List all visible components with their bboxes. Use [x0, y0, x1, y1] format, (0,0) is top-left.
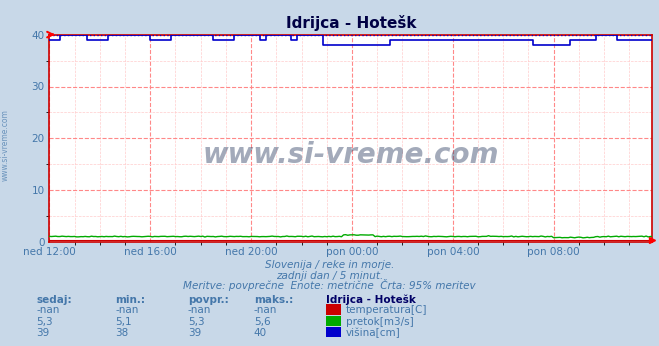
Text: 5,3: 5,3: [188, 317, 204, 327]
Text: Meritve: povprečne  Enote: metrične  Črta: 95% meritev: Meritve: povprečne Enote: metrične Črta:…: [183, 279, 476, 291]
Title: Idrijca - Hotešk: Idrijca - Hotešk: [285, 15, 416, 31]
Text: temperatura[C]: temperatura[C]: [346, 305, 428, 315]
Text: Idrijca - Hotešk: Idrijca - Hotešk: [326, 294, 416, 305]
Text: 40: 40: [254, 328, 267, 338]
Text: 39: 39: [36, 328, 49, 338]
Text: sedaj:: sedaj:: [36, 295, 72, 305]
Text: zadnji dan / 5 minut.: zadnji dan / 5 minut.: [276, 271, 383, 281]
Text: -nan: -nan: [115, 305, 138, 315]
Text: pretok[m3/s]: pretok[m3/s]: [346, 317, 414, 327]
Text: -nan: -nan: [36, 305, 59, 315]
Text: višina[cm]: višina[cm]: [346, 327, 401, 338]
Text: 5,1: 5,1: [115, 317, 132, 327]
Text: povpr.:: povpr.:: [188, 295, 229, 305]
Text: 38: 38: [115, 328, 129, 338]
Text: maks.:: maks.:: [254, 295, 293, 305]
Text: Slovenija / reke in morje.: Slovenija / reke in morje.: [265, 260, 394, 270]
Text: 5,6: 5,6: [254, 317, 270, 327]
Text: 5,3: 5,3: [36, 317, 53, 327]
Text: www.si-vreme.com: www.si-vreme.com: [203, 141, 499, 169]
Text: -nan: -nan: [188, 305, 211, 315]
Text: 39: 39: [188, 328, 201, 338]
Text: www.si-vreme.com: www.si-vreme.com: [1, 109, 10, 181]
Text: -nan: -nan: [254, 305, 277, 315]
Text: min.:: min.:: [115, 295, 146, 305]
